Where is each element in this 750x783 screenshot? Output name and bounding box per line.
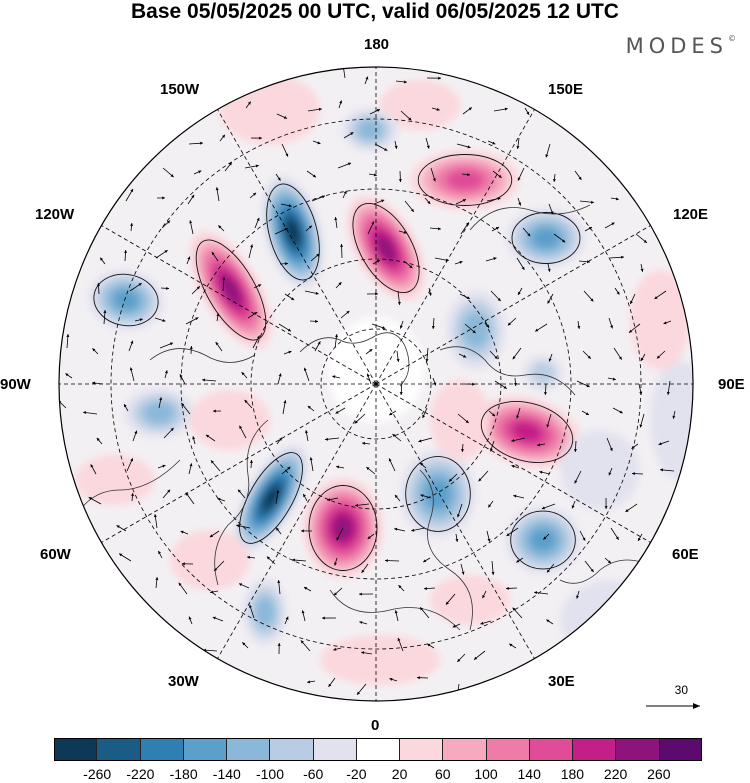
- colorbar-swatch: [140, 738, 184, 761]
- colorbar-swatch: [573, 738, 617, 761]
- colorbar-tick-label: 20: [391, 766, 408, 782]
- lon-label-60w: 60W: [40, 546, 71, 563]
- colorbar-swatch: [270, 738, 314, 761]
- lon-label-30e: 30E: [548, 673, 575, 690]
- colorbar-swatch: [486, 738, 530, 761]
- colorbar-swatch: [356, 738, 401, 761]
- anomaly-field: [59, 67, 693, 701]
- lon-label-90w: 90W: [0, 376, 31, 393]
- colorbar-tick-label: -220: [126, 766, 155, 782]
- modes-logo: MODES©: [625, 34, 736, 58]
- colorbar-tick-label: -20: [346, 766, 367, 782]
- graticule: [59, 67, 693, 701]
- colorbar-tick-label: -100: [255, 766, 285, 782]
- colorbar-swatch: [659, 738, 702, 761]
- colorbar-swatch: [54, 738, 98, 761]
- lon-label-30w: 30W: [168, 673, 199, 690]
- colorbar-tick-label: 60: [435, 766, 451, 782]
- lon-label-90e: 90E: [718, 376, 745, 393]
- colorbar: [54, 738, 702, 761]
- lon-label-150e: 150E: [548, 81, 584, 98]
- colorbar-swatch: [97, 738, 141, 761]
- colorbar-tick-label: -140: [212, 766, 241, 782]
- colorbar-swatch: [529, 738, 574, 761]
- reference-vector-label: 30: [674, 683, 688, 697]
- map-boundary: [58, 66, 694, 702]
- colorbar-swatch: [616, 738, 660, 761]
- colorbar-tick-label: 140: [517, 766, 541, 782]
- lon-label-120w: 120W: [35, 206, 75, 223]
- colorbar-tick-label: 180: [560, 766, 585, 782]
- colorbar-tick-label: 220: [603, 766, 628, 782]
- colorbar-tick-label: -180: [169, 766, 198, 782]
- lon-label-0: 0: [371, 717, 380, 734]
- colorbar-tick-label: -60: [303, 766, 324, 782]
- colorbar-tick-label: 100: [474, 766, 498, 782]
- colorbar-ticks: -260 -220 -180 -140 -100 -60 -20 20 60 100 140 180 2…: [54, 766, 702, 783]
- colorbar-swatch: [227, 738, 271, 761]
- colorbar-swatch: [183, 738, 228, 761]
- colorbar-swatch: [400, 738, 444, 761]
- colorbar-swatch: [313, 738, 357, 761]
- colorbar-tick-label: 260: [647, 766, 671, 782]
- reference-arrow: [646, 703, 700, 709]
- wind-vectors: [59, 67, 676, 698]
- lon-label-120e: 120E: [673, 206, 709, 223]
- map-title: Base 05/05/2025 00 UTC, valid 06/05/2025…: [131, 0, 619, 23]
- lon-label-60e: 60E: [672, 546, 699, 563]
- lon-label-180: 180: [364, 36, 390, 53]
- colorbar-swatch: [443, 738, 487, 761]
- lon-label-150w: 150W: [160, 81, 200, 98]
- colorbar-tick-label: -260: [83, 766, 112, 782]
